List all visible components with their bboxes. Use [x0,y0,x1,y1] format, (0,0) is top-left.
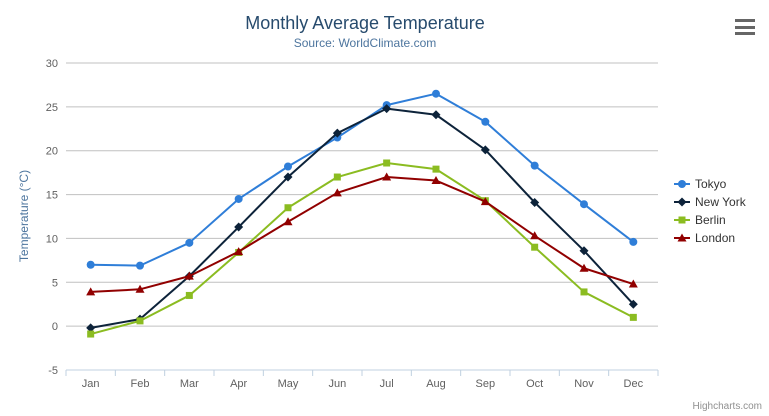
marker-new-york-jun[interactable] [332,128,342,138]
marker-tokyo-feb[interactable] [136,261,144,270]
marker-london-aug[interactable] [431,176,441,185]
marker-berlin-jan[interactable] [87,330,95,338]
x-axis-label: Jul [380,378,394,390]
legend-label: Berlin [695,213,726,227]
legend-item-london[interactable]: London [674,231,735,245]
marker-london-feb[interactable] [135,284,145,293]
series-tokyo [86,89,638,270]
x-axis-label: Jan [82,378,100,390]
marker-london-may[interactable] [283,217,293,226]
x-axis-label: May [278,378,299,390]
series-london [86,172,638,296]
marker-london-jun[interactable] [332,188,342,197]
marker-new-york-sep[interactable] [480,145,490,155]
marker-berlin-nov[interactable] [580,288,588,296]
y-axis-label: -5 [48,365,58,377]
legend-marker-berlin[interactable] [678,216,686,224]
legend-item-tokyo[interactable]: Tokyo [674,177,727,191]
y-axis-label: 20 [46,146,58,158]
x-axis-label: Feb [131,378,150,390]
axis-layer: -5 0 5 10 15 20 25 30 Jan Feb Mar Apr May Jun Jul Aug Se… [46,58,659,390]
marker-london-oct[interactable] [530,231,540,240]
marker-tokyo-nov[interactable] [580,200,588,209]
marker-berlin-jul[interactable] [383,159,391,167]
marker-tokyo-oct[interactable] [530,161,539,170]
grid-layer [66,62,658,371]
marker-berlin-dec[interactable] [629,313,637,321]
legend-marker-tokyo[interactable] [678,180,686,188]
marker-london-jul[interactable] [382,172,392,181]
marker-berlin-aug[interactable] [432,165,440,173]
marker-berlin-jun[interactable] [333,173,341,181]
credits-link[interactable]: Highcharts.com [693,401,762,412]
hamburger-icon [735,32,755,35]
legend-label: New York [695,195,747,209]
marker-tokyo-mar[interactable] [185,238,194,247]
marker-new-york-oct[interactable] [530,197,540,207]
x-axis-label: Oct [526,378,543,390]
marker-london-nov[interactable] [579,263,589,272]
y-axis-label: 10 [46,233,58,245]
series-line-london[interactable] [89,176,635,293]
chart-title: Monthly Average Temperature [245,13,484,33]
marker-new-york-nov[interactable] [579,246,589,256]
x-axis-label: Mar [180,378,199,390]
series-layer [86,89,638,338]
marker-new-york-may[interactable] [283,172,293,182]
marker-berlin-feb[interactable] [136,317,144,325]
legend-label: Tokyo [695,177,727,191]
marker-new-york-apr[interactable] [234,222,244,232]
series-line-tokyo[interactable] [89,92,635,267]
marker-tokyo-apr[interactable] [234,194,243,203]
marker-berlin-mar[interactable] [185,291,193,299]
series-line-new-york[interactable] [89,107,635,329]
marker-new-york-aug[interactable] [431,110,441,120]
marker-london-apr[interactable] [234,247,244,256]
marker-tokyo-sep[interactable] [481,117,490,126]
marker-berlin-may[interactable] [284,204,292,212]
legend-marker-new-york[interactable] [677,197,687,207]
x-axis-label: Jun [328,378,346,390]
marker-london-sep[interactable] [480,197,490,206]
y-axis-title: Temperature (°C) [17,170,31,262]
marker-tokyo-jan[interactable] [86,260,95,269]
x-axis-label: Dec [624,378,644,390]
y-axis-label: 5 [52,277,58,289]
legend-item-new-york[interactable]: New York [674,195,747,209]
marker-tokyo-aug[interactable] [432,89,440,98]
marker-tokyo-may[interactable] [284,162,292,171]
chart-subtitle: Source: WorldClimate.com [294,36,437,50]
legend-label: London [695,231,735,245]
y-axis-label: 15 [46,190,58,202]
export-menu-button[interactable] [733,17,757,37]
marker-berlin-oct[interactable] [531,243,539,251]
series-new-york [86,104,638,333]
legend: Tokyo New York Berlin London [674,177,747,245]
y-axis-label: 0 [52,321,58,333]
y-axis-label: 25 [46,102,58,114]
legend-item-berlin[interactable]: Berlin [674,213,726,227]
hamburger-icon [735,19,755,22]
marker-london-jan[interactable] [86,287,96,296]
marker-london-mar[interactable] [184,271,194,280]
marker-tokyo-dec[interactable] [629,237,638,246]
marker-new-york-jan[interactable] [86,323,96,333]
x-axis-label: Aug [426,378,446,390]
legend-marker-london[interactable] [677,233,687,242]
series-line-berlin[interactable] [89,161,635,336]
marker-new-york-dec[interactable] [628,299,638,309]
x-axis-label: Apr [230,378,247,390]
y-axis-label: 30 [46,58,58,70]
marker-london-dec[interactable] [628,279,638,288]
marker-new-york-jul[interactable] [382,104,392,114]
x-axis-label: Sep [476,378,496,390]
hamburger-icon [735,25,755,29]
x-axis-label: Nov [574,378,594,390]
